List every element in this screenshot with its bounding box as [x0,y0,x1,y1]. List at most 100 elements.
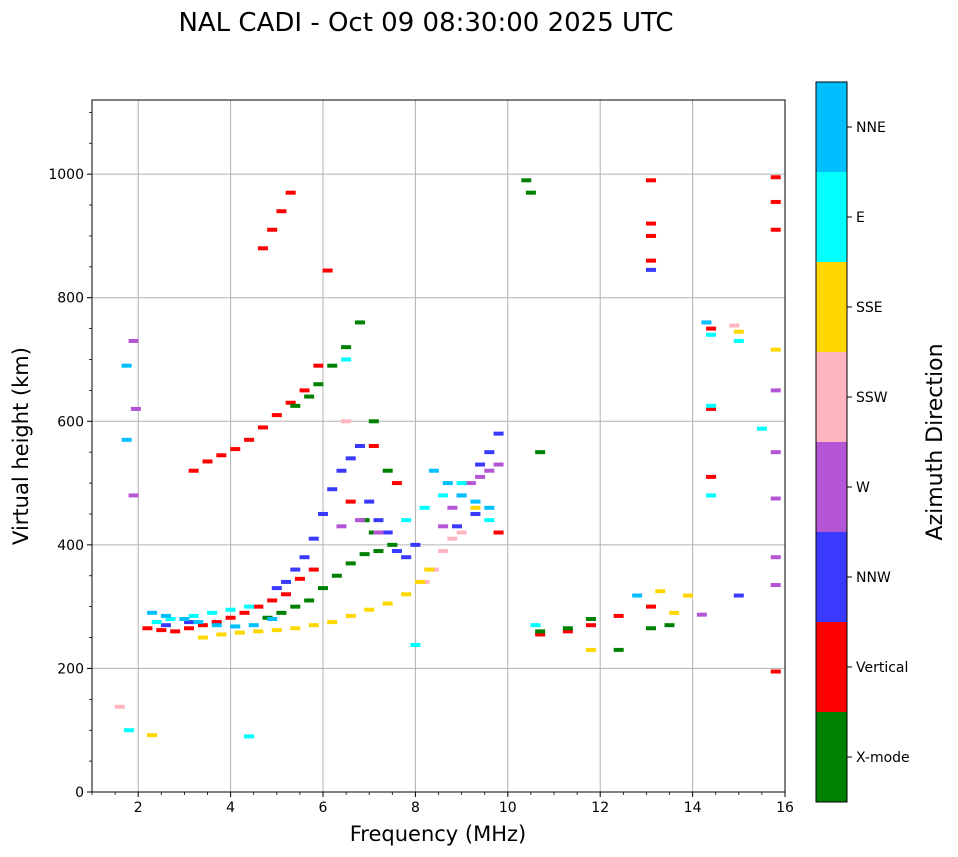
data-point [354,320,365,325]
data-point [359,552,370,557]
colorbar-tick-label: X-mode [856,750,910,766]
data-point [410,642,421,647]
x-axis-ticks: 2 4 6 8 10 12 14 16 [91,792,794,816]
data-point [308,567,319,572]
data-point [368,419,379,424]
data-point [121,363,132,368]
data-point [147,610,158,615]
data-point [225,615,236,620]
data-point [281,592,292,597]
data-point [290,604,301,609]
colorbar-tick-label: SSW [856,390,888,406]
data-point [130,406,141,411]
data-point [632,593,643,598]
data-point [535,629,546,634]
data-point [193,620,204,625]
data-point [345,561,356,566]
data-point [239,610,250,615]
colorbar-tick-label: E [856,210,865,226]
data-point [465,481,476,486]
colorbar-segment [816,712,847,802]
data-point [327,487,338,492]
data-point [244,734,255,739]
data-point [253,629,264,634]
data-point [368,444,379,448]
data-point [391,549,402,554]
data-point [308,623,319,628]
data-point [267,598,278,603]
series-nnw [160,267,744,628]
data-point [271,586,282,591]
data-point [729,323,740,328]
data-point [354,518,365,523]
data-point [285,400,296,405]
data-point [456,530,467,535]
data-point [535,450,546,455]
data-point [271,413,282,418]
data-point [285,190,296,195]
data-point [364,499,375,504]
x-tick-label: 2 [134,800,143,816]
data-point [202,459,213,464]
data-point [197,635,208,640]
y-axis-label: Virtual height (km) [9,347,33,545]
data-point [373,530,384,535]
data-point [585,623,596,628]
data-point [184,620,195,625]
series-ssw [114,323,740,709]
data-point [447,536,458,541]
data-point [318,586,328,591]
data-point [382,530,393,535]
plot-marks [114,175,781,739]
data-point [341,419,352,424]
data-point [770,388,781,393]
data-point [354,444,365,448]
data-point [114,704,125,709]
data-point [364,607,375,612]
data-point [267,227,278,232]
series-vertical [142,175,781,674]
data-point [475,462,486,467]
data-point [160,623,171,628]
data-point [257,246,268,251]
data-point [147,733,158,738]
data-point [382,468,393,473]
data-point [290,626,301,631]
data-point [184,626,195,631]
data-point [230,447,241,452]
data-point [470,499,481,504]
colorbar-segment [816,172,847,262]
colorbar-segment [816,262,847,352]
data-point [756,426,767,431]
data-point [646,233,657,238]
data-point [585,617,596,621]
data-point [770,347,781,352]
data-point [216,632,227,637]
data-point [230,624,241,629]
data-point [160,613,171,618]
data-point [313,382,324,387]
data-point [733,338,744,343]
data-point [770,583,781,588]
colorbar-tick-label: W [856,480,870,496]
data-point [682,593,693,598]
colorbar: X-mode Vertical NNW W SSW SSE E NNE [815,81,910,803]
y-tick-label: 800 [57,291,84,307]
x-axis-label: Frequency (MHz) [350,822,526,846]
data-point [225,607,236,612]
data-point [456,493,467,498]
data-point [211,620,222,625]
data-point [770,450,781,455]
data-point [345,613,356,618]
data-point [585,647,596,652]
data-point [318,511,328,516]
y-tick-label: 1000 [48,167,84,183]
data-point [706,332,717,337]
data-point [706,403,717,408]
data-point [646,258,657,263]
data-point [470,505,481,510]
y-tick-label: 400 [57,538,84,554]
data-point [770,555,781,560]
data-point [276,209,287,214]
data-point [770,496,781,501]
